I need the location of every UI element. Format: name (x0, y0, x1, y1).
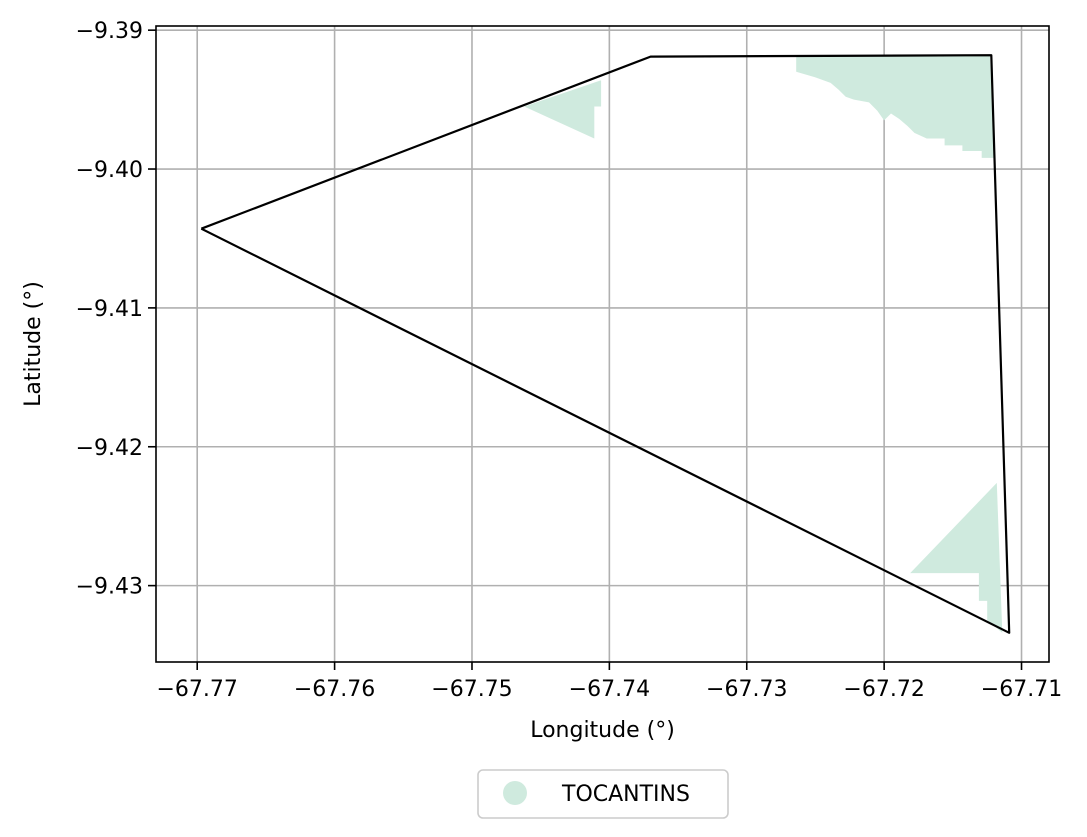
grid-lines (156, 26, 1049, 662)
region-polygon-tocantins (524, 80, 602, 139)
boundary-outline (200, 54, 1011, 634)
legend: TOCANTINS (477, 769, 729, 819)
region-fills (524, 55, 1003, 633)
legend-marker-tocantins (503, 781, 527, 805)
y-tick-label: −9.42 (76, 436, 143, 461)
y-tick-label: −9.43 (76, 575, 143, 600)
x-axis-label: Longitude (°) (530, 718, 675, 743)
y-tick-label: −9.41 (76, 297, 143, 322)
region-polygon-tocantins (910, 482, 1003, 633)
y-tick-label: −9.39 (76, 19, 143, 44)
axis-ticks: −67.77 −67.76 −67.75 −67.74 −67.73 −67.72 −67.… (76, 19, 1063, 702)
x-tick-label: −67.76 (294, 677, 375, 702)
x-tick-label: −67.72 (843, 677, 924, 702)
boundary-layer (200, 54, 1011, 634)
axes-frame (155, 25, 1050, 663)
region-polygon-tocantins (796, 55, 994, 158)
x-tick-label: −67.75 (431, 677, 512, 702)
y-tick-label: −9.40 (76, 158, 143, 183)
legend-box (477, 769, 729, 819)
x-tick-label: −67.74 (569, 677, 650, 702)
x-tick-label: −67.77 (157, 677, 238, 702)
x-tick-label: −67.71 (981, 677, 1062, 702)
legend-label-tocantins: TOCANTINS (561, 782, 690, 807)
y-axis-label: Latitude (°) (21, 281, 46, 407)
x-tick-label: −67.73 (706, 677, 787, 702)
